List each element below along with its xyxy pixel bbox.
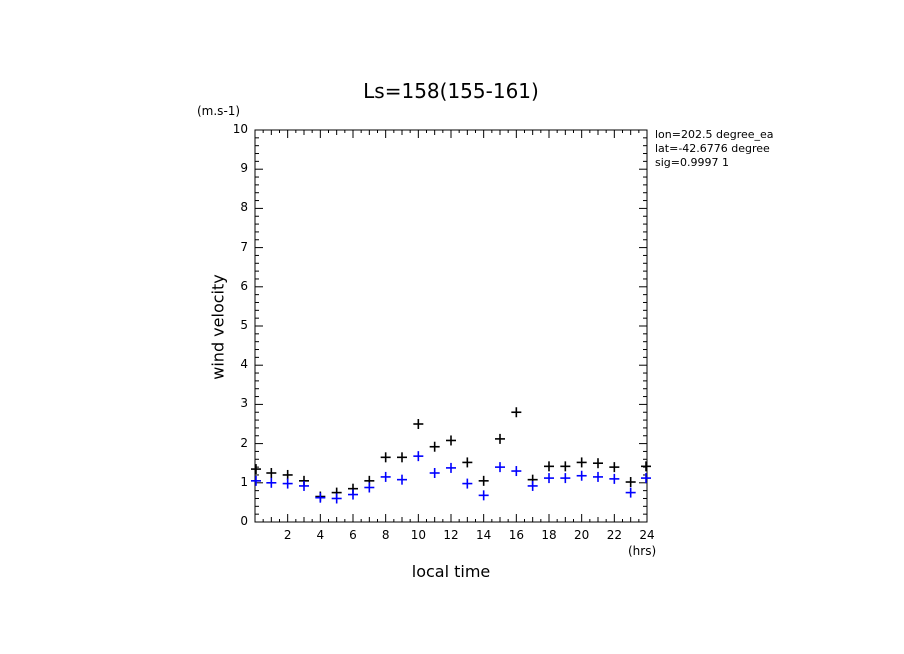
x-tick-label: 4 bbox=[316, 528, 325, 542]
data-point bbox=[478, 490, 489, 501]
x-tick-label: 12 bbox=[443, 528, 459, 542]
data-point bbox=[478, 475, 489, 486]
data-point bbox=[544, 473, 554, 484]
data-point bbox=[609, 473, 620, 484]
data-point bbox=[544, 461, 554, 472]
y-tick-label: 10 bbox=[232, 122, 248, 136]
data-point bbox=[397, 474, 407, 485]
x-tick-label: 6 bbox=[349, 528, 357, 542]
data-point bbox=[462, 457, 473, 468]
x-tick-label: 14 bbox=[476, 528, 492, 542]
data-point bbox=[380, 471, 391, 482]
data-point bbox=[380, 452, 391, 463]
data-point bbox=[429, 468, 440, 478]
x-unit-label: (hrs) bbox=[628, 544, 657, 558]
data-point bbox=[266, 468, 277, 478]
data-point bbox=[625, 477, 636, 488]
y-unit-label: (m.s-1) bbox=[197, 104, 241, 118]
y-tick-label: 7 bbox=[240, 239, 248, 254]
data-point bbox=[641, 461, 651, 472]
chart-title: Ls=158(155-161) bbox=[363, 79, 539, 103]
annotation-lat: lat=-42.6776 degree bbox=[655, 142, 770, 155]
data-point bbox=[429, 441, 440, 452]
y-tick-label: 1 bbox=[240, 474, 248, 489]
y-tick-label: 2 bbox=[240, 435, 248, 450]
data-point bbox=[593, 458, 603, 469]
data-point bbox=[446, 435, 456, 446]
x-tick-label: 22 bbox=[606, 528, 622, 542]
data-point bbox=[511, 466, 522, 477]
data-point bbox=[251, 475, 261, 486]
data-point bbox=[511, 407, 522, 418]
x-tick-label: 18 bbox=[541, 528, 557, 542]
annotation-sig: sig=0.9997 1 bbox=[655, 156, 729, 169]
y-tick-label: 8 bbox=[240, 200, 248, 215]
data-point bbox=[609, 462, 620, 473]
y-tick-label: 6 bbox=[240, 278, 248, 293]
data-point bbox=[266, 477, 277, 488]
data-points bbox=[251, 407, 651, 504]
y-tick-label: 0 bbox=[240, 514, 248, 528]
data-point bbox=[364, 482, 375, 493]
data-point bbox=[282, 469, 293, 480]
data-point bbox=[560, 461, 571, 472]
data-point bbox=[348, 489, 358, 500]
y-tick-label: 9 bbox=[240, 161, 248, 176]
x-tick-label: 8 bbox=[381, 528, 390, 542]
data-point bbox=[462, 478, 473, 489]
data-point bbox=[576, 457, 587, 468]
x-tick-label: 2 bbox=[283, 528, 292, 542]
data-point bbox=[331, 493, 342, 504]
data-point bbox=[576, 470, 587, 481]
data-point bbox=[299, 480, 309, 491]
data-point bbox=[413, 419, 424, 429]
y-axis-label: wind velocity bbox=[208, 274, 228, 380]
data-point bbox=[560, 473, 571, 484]
x-tick-label: 16 bbox=[508, 528, 524, 542]
data-point bbox=[251, 464, 261, 475]
data-point bbox=[282, 478, 293, 489]
data-point bbox=[495, 433, 505, 444]
data-point bbox=[397, 452, 407, 463]
x-tick-label: 10 bbox=[410, 528, 426, 542]
data-point bbox=[446, 462, 456, 473]
x-tick-label: 24 bbox=[639, 528, 655, 542]
data-point bbox=[315, 492, 326, 503]
y-tick-label: 4 bbox=[240, 357, 248, 372]
data-point bbox=[413, 451, 424, 462]
x-axis-label: local time bbox=[411, 562, 491, 581]
data-point bbox=[495, 462, 505, 473]
data-point bbox=[641, 473, 651, 484]
data-point bbox=[527, 480, 538, 491]
data-point bbox=[625, 487, 636, 498]
x-tick-label: 20 bbox=[574, 528, 590, 542]
axis-ticks bbox=[254, 129, 648, 523]
data-point bbox=[593, 471, 603, 482]
y-tick-label: 3 bbox=[240, 396, 248, 411]
annotation-lon: lon=202.5 degree_ea bbox=[655, 128, 774, 141]
y-tick-label: 5 bbox=[240, 318, 248, 332]
